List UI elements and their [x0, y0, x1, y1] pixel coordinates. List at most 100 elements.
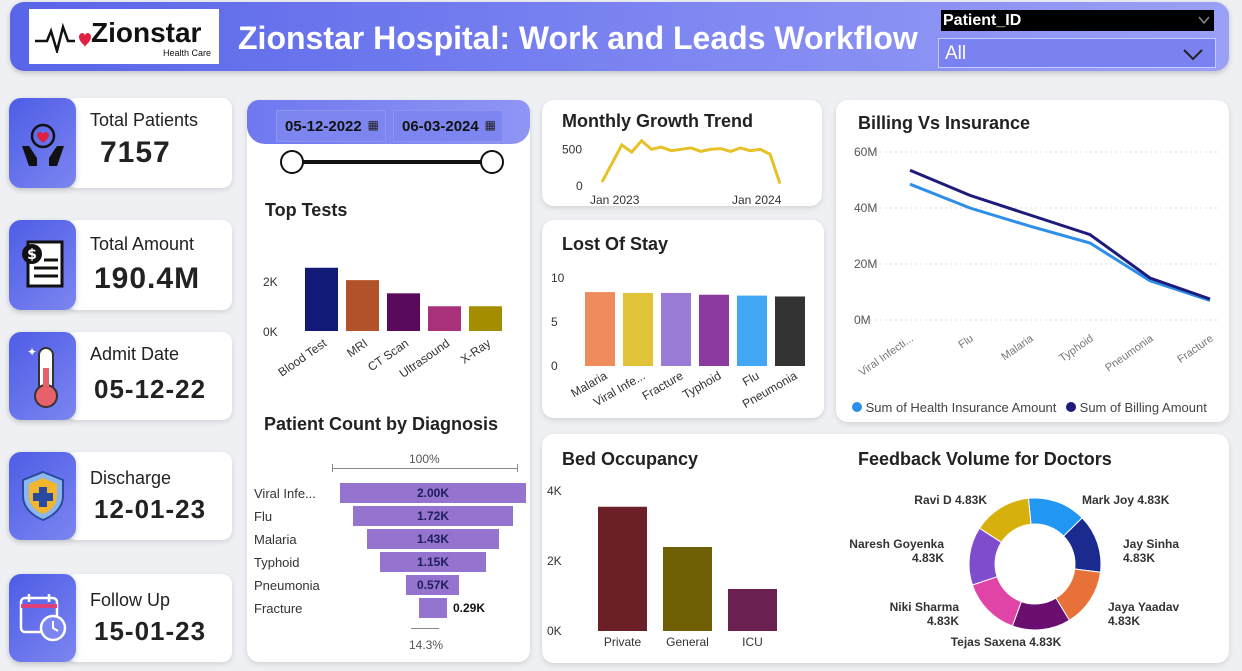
- hands-heart-icon: [22, 123, 64, 166]
- funnel-category-label: Fracture: [254, 601, 303, 616]
- x-tick-label: General: [666, 635, 709, 649]
- shield-plus-icon: [22, 470, 64, 522]
- billing-chart: 60M 40M 20M 0M Viral Infecti... Flu Malaria Typ…: [854, 145, 1220, 379]
- start-date-input[interactable]: 05-12-2022 ▦: [276, 110, 386, 142]
- funnel-category-label: Flu: [254, 509, 273, 524]
- x-tick-label: Private: [604, 635, 642, 649]
- slice-label: Mark Joy 4.83K: [1082, 493, 1170, 507]
- patient-id-dropdown[interactable]: All: [938, 38, 1216, 68]
- svg-text:✦: ✦: [27, 345, 37, 359]
- billing-title: Billing Vs Insurance: [858, 113, 1031, 133]
- kpi-value: 12-01-23: [94, 494, 207, 524]
- y-tick-label: 0K: [263, 325, 278, 339]
- calendar-icon: ▦: [484, 118, 496, 132]
- kpi-follow-up: Follow Up 15-01-23: [66, 574, 232, 662]
- kpi-icon-tile: [9, 98, 76, 188]
- x-tick-label: Jan 2024: [732, 193, 782, 206]
- kpi-icon-tile: [9, 452, 76, 540]
- top-tests-title: Top Tests: [265, 200, 348, 220]
- kpi-icon-tile: ✦: [9, 332, 76, 420]
- series-line-1: [909, 168, 1211, 301]
- calendar-icon: ▦: [367, 118, 379, 132]
- x-tick-label: MRI: [344, 336, 370, 360]
- funnel-bar: 0.29K: [419, 598, 485, 618]
- funnel-top-percent: 100%: [409, 452, 440, 466]
- x-tick-label: ICU: [742, 635, 763, 649]
- series-line-0: [909, 182, 1211, 302]
- funnel-value-label: 1.15K: [416, 555, 449, 569]
- kpi-admit-date: Admit Date 05-12-22: [66, 332, 232, 420]
- x-tick-label: Fracture: [640, 368, 686, 403]
- length-of-stay-title: Lost Of Stay: [562, 234, 669, 254]
- x-tick-label: Flu: [956, 333, 975, 352]
- funnel-top-bracket: [332, 468, 518, 469]
- y-tick-label: 10: [551, 271, 565, 285]
- bar-typhoid: [699, 294, 729, 366]
- funnel-bar: 1.72K: [353, 506, 513, 526]
- logo-text: Zionstar: [91, 17, 202, 48]
- patient-id-slicer-label: Patient_ID: [941, 10, 1214, 31]
- bar-viral-infe-: [623, 292, 653, 366]
- kpi-value: 7157: [100, 136, 171, 169]
- slice-label-name: Naresh Goyenka: [849, 537, 944, 551]
- kpi-label: Discharge: [90, 468, 172, 488]
- date-range-start-handle[interactable]: [280, 150, 304, 174]
- svg-text:$: $: [27, 247, 37, 263]
- bar-pneumonia: [775, 296, 805, 366]
- bar-icu: [728, 589, 777, 631]
- funnel-value-label: 1.72K: [416, 509, 449, 523]
- y-tick-label: 0: [551, 359, 558, 373]
- kpi-icon-tile: $: [9, 220, 76, 310]
- date-range-slider-track[interactable]: [292, 160, 492, 164]
- funnel-bar: 1.15K: [379, 552, 487, 572]
- funnel-value-label: 0.57K: [416, 578, 449, 592]
- funnel-top-bracket-right: [517, 464, 518, 472]
- kpi-value: 15-01-23: [94, 616, 207, 646]
- date-range-end-handle[interactable]: [480, 150, 504, 174]
- funnel-category-label: Viral Infe...: [254, 486, 316, 501]
- y-tick-label: 5: [551, 315, 558, 329]
- funnel-category-label: Pneumonia: [254, 578, 320, 593]
- funnel-value-label: 1.43K: [416, 532, 449, 546]
- funnel-chart: Viral Infe... 2.00K Flu 1.72K Malaria 1.43K Ty…: [247, 480, 530, 620]
- x-tick-label: Fracture: [1175, 333, 1215, 366]
- kpi-total-amount: Total Amount 190.4M: [66, 220, 232, 310]
- x-tick-label: X-Ray: [458, 336, 493, 367]
- x-tick-label: Pneumonia: [1103, 332, 1156, 374]
- slice-label-name: Niki Sharma: [890, 600, 960, 614]
- page-title: Zionstar Hospital: Work and Leads Workfl…: [238, 20, 918, 56]
- feedback-title: Feedback Volume for Doctors: [858, 449, 1112, 469]
- start-date-value: 05-12-2022: [285, 118, 362, 135]
- y-tick-label: 0M: [854, 313, 871, 327]
- bar-blood-test: [305, 267, 338, 331]
- logo-subtitle: Health Care: [162, 48, 211, 58]
- calendar-clock-icon: [19, 594, 67, 642]
- monthly-growth-card: [542, 100, 822, 206]
- slice-label-name: Jay Sinha: [1123, 537, 1179, 551]
- x-tick-label: Jan 2023: [590, 193, 640, 206]
- chevron-down-icon: [1198, 16, 1210, 25]
- donut-slice-niki-sharma: [971, 576, 1022, 627]
- bill-icon: $: [22, 240, 64, 288]
- y-tick-label: 2K: [263, 275, 278, 289]
- y-tick-label: 2K: [547, 554, 562, 568]
- bar-flu: [737, 295, 767, 366]
- slice-label-value: 4.83K: [1108, 614, 1140, 628]
- billing-legend: Sum of Health Insurance Amount Sum of Bi…: [852, 400, 1207, 415]
- x-tick-label: Blood Test: [275, 336, 329, 380]
- funnel-bar: 1.43K: [366, 529, 500, 549]
- monthly-growth-chart: 500 0 Jan 2023 Jan 2024: [562, 138, 782, 206]
- slice-label: Ravi D 4.83K: [914, 493, 987, 507]
- y-tick-label: 60M: [854, 145, 877, 159]
- funnel-category-label: Malaria: [254, 532, 297, 547]
- funnel-value-label: 2.00K: [416, 486, 450, 500]
- legend-dot-billing: [1066, 402, 1077, 412]
- funnel-bar: 2.00K: [340, 483, 526, 503]
- x-tick-label: Malaria: [999, 332, 1036, 363]
- slice-label: Tejas Saxena 4.83K: [951, 635, 1062, 649]
- logo: Zionstar Health Care: [29, 9, 219, 64]
- end-date-input[interactable]: 06-03-2024 ▦: [393, 110, 503, 142]
